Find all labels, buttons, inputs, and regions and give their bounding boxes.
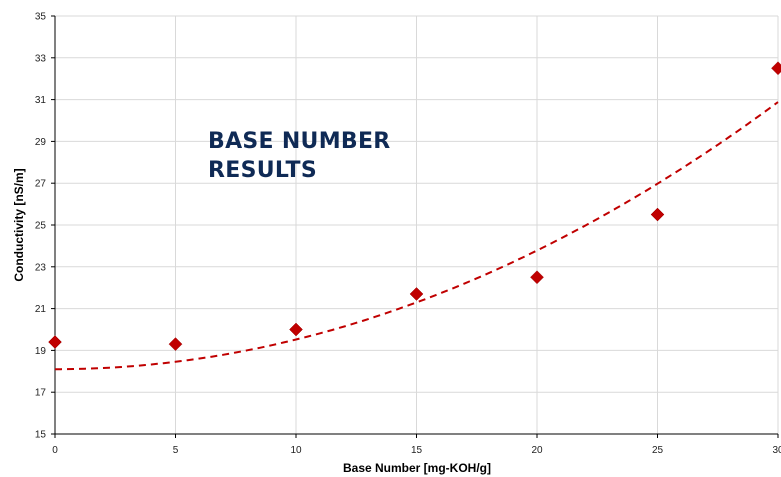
y-tick-label: 33 xyxy=(35,53,47,64)
data-points xyxy=(48,61,781,351)
data-point xyxy=(48,335,62,349)
data-point xyxy=(289,322,303,337)
y-tick-label: 35 xyxy=(35,12,47,23)
x-tick-label: 10 xyxy=(290,445,302,456)
data-point xyxy=(530,270,544,285)
data-point xyxy=(409,287,424,301)
x-tick-label: 15 xyxy=(411,445,423,456)
y-tick-label: 19 xyxy=(35,346,47,357)
y-tick-label: 15 xyxy=(35,430,47,441)
y-tick-label: 17 xyxy=(35,388,47,399)
x-tick-label: 20 xyxy=(531,445,543,456)
data-point xyxy=(771,61,781,76)
data-point xyxy=(168,337,183,351)
x-tick-label: 25 xyxy=(652,445,664,456)
x-tick-label: 5 xyxy=(173,445,179,456)
data-point xyxy=(650,207,665,222)
y-tick-label: 25 xyxy=(35,221,47,232)
y-tick-label: 27 xyxy=(35,179,47,190)
tick-labels: 0 5 10 15 20 25 30 15 17 19 21 23 25 27 29 31 33 35 xyxy=(35,12,781,457)
y-tick-label: 31 xyxy=(35,95,47,106)
x-tick-label: 0 xyxy=(52,445,58,456)
trendline xyxy=(55,101,779,371)
axes xyxy=(51,15,779,438)
y-tick-label: 23 xyxy=(35,262,47,273)
trendline-group xyxy=(55,101,779,371)
y-tick-label: 21 xyxy=(35,304,47,315)
x-axis-title: Base Number [mg-KOH/g] xyxy=(343,461,491,475)
y-tick-label: 29 xyxy=(35,137,47,148)
y-axis-title: Conductivity [nS/m] xyxy=(12,168,26,281)
grid-lines xyxy=(55,15,779,434)
chart-title: BASE NUMBER RESULTS xyxy=(208,129,391,183)
x-tick-label: 30 xyxy=(772,445,781,456)
